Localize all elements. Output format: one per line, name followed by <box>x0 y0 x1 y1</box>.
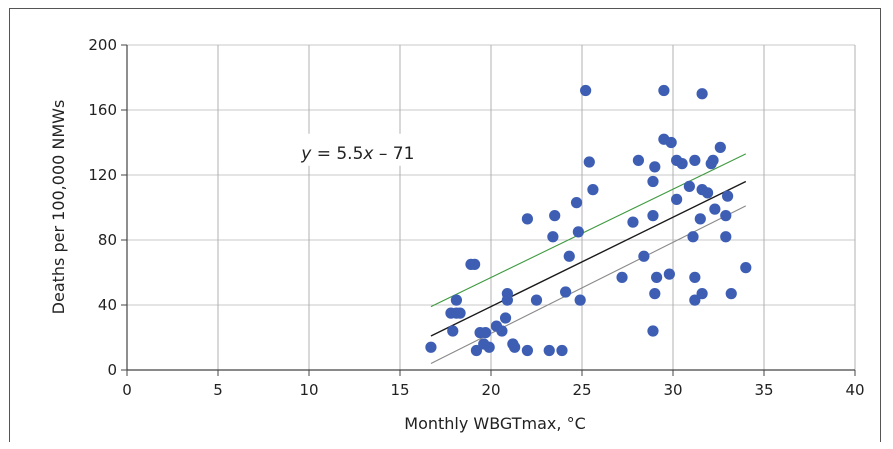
data-point <box>689 154 701 166</box>
x-tick-label: 30 <box>663 381 682 399</box>
data-point <box>714 141 726 153</box>
data-point <box>450 294 463 306</box>
data-point <box>483 341 495 353</box>
data-point <box>658 84 670 97</box>
equation-text: y = 5.5x – 71 <box>300 144 414 164</box>
data-point <box>676 158 688 170</box>
data-point <box>694 213 706 225</box>
tick-labels: 0 40 80 120 160 200 0 5 10 15 20 25 30 35 40 <box>88 36 864 399</box>
data-point <box>583 156 595 168</box>
x-tick-label: 35 <box>754 381 773 399</box>
data-point <box>649 161 661 173</box>
data-point <box>689 271 701 283</box>
data-point <box>496 325 508 337</box>
trend-line-upper <box>430 153 747 308</box>
data-point <box>469 258 481 270</box>
data-point <box>543 344 555 357</box>
chart-frame <box>9 8 881 442</box>
data-point <box>720 210 732 222</box>
x-tick-label: 15 <box>390 381 409 399</box>
data-point <box>627 216 639 228</box>
equation-annotation: y = 5.5x – 71 <box>285 133 431 166</box>
data-point <box>587 184 599 196</box>
data-point <box>740 262 752 274</box>
data-point <box>479 327 492 339</box>
data-point <box>725 288 737 300</box>
data-point <box>570 197 583 209</box>
data-point <box>560 286 572 298</box>
y-tick-label: 40 <box>98 296 117 314</box>
y-tick-label: 80 <box>98 231 117 249</box>
data-point <box>651 271 663 283</box>
data-point <box>687 231 699 243</box>
y-tick-label: 0 <box>107 361 117 379</box>
x-tick-label: 10 <box>299 381 318 399</box>
x-tick-label: 0 <box>122 381 132 399</box>
data-point <box>580 84 592 97</box>
data-point <box>707 154 719 166</box>
data-point <box>556 344 568 357</box>
x-tick-label: 40 <box>845 381 864 399</box>
data-point <box>501 294 513 306</box>
data-point <box>572 226 584 238</box>
data-point <box>689 294 701 306</box>
data-point <box>454 307 466 319</box>
data-point <box>665 136 677 149</box>
data-point <box>701 187 714 199</box>
data-point <box>521 344 534 357</box>
data-point <box>649 288 661 300</box>
y-axis-label: Deaths per 100,000 NMWs <box>49 100 68 315</box>
axes <box>121 44 856 376</box>
data-point <box>549 210 561 222</box>
data-point <box>647 175 659 188</box>
y-tick-label: 160 <box>88 101 117 119</box>
data-point <box>638 250 650 262</box>
data-point <box>499 312 512 324</box>
trend-line-fit <box>430 180 747 337</box>
x-axis-label: Monthly WBGTmax, °C <box>404 414 585 433</box>
data-point <box>574 294 586 306</box>
data-point <box>647 325 659 337</box>
trend-line-lower <box>430 205 747 364</box>
data-points <box>425 84 752 357</box>
y-tick-label: 120 <box>88 166 117 184</box>
data-point <box>447 325 459 337</box>
equation-background <box>285 133 431 166</box>
data-point <box>425 341 437 353</box>
x-tick-label: 25 <box>572 381 591 399</box>
data-point <box>547 231 559 243</box>
data-point <box>616 271 628 283</box>
data-point <box>521 213 534 225</box>
data-point <box>722 190 734 202</box>
grid-lines <box>127 44 856 370</box>
y-tick-label: 200 <box>88 36 117 54</box>
data-point <box>696 88 708 100</box>
x-tick-label: 5 <box>213 381 223 399</box>
data-point <box>470 344 483 357</box>
data-point <box>509 341 521 353</box>
data-point <box>530 294 543 306</box>
data-point <box>683 180 695 192</box>
data-point <box>647 210 659 222</box>
data-point <box>720 231 732 243</box>
data-point <box>709 203 721 215</box>
data-point <box>663 268 675 280</box>
data-point <box>563 250 575 262</box>
x-tick-label: 20 <box>481 381 500 399</box>
data-point <box>632 154 645 166</box>
data-point <box>671 193 683 205</box>
data-point <box>696 288 708 300</box>
